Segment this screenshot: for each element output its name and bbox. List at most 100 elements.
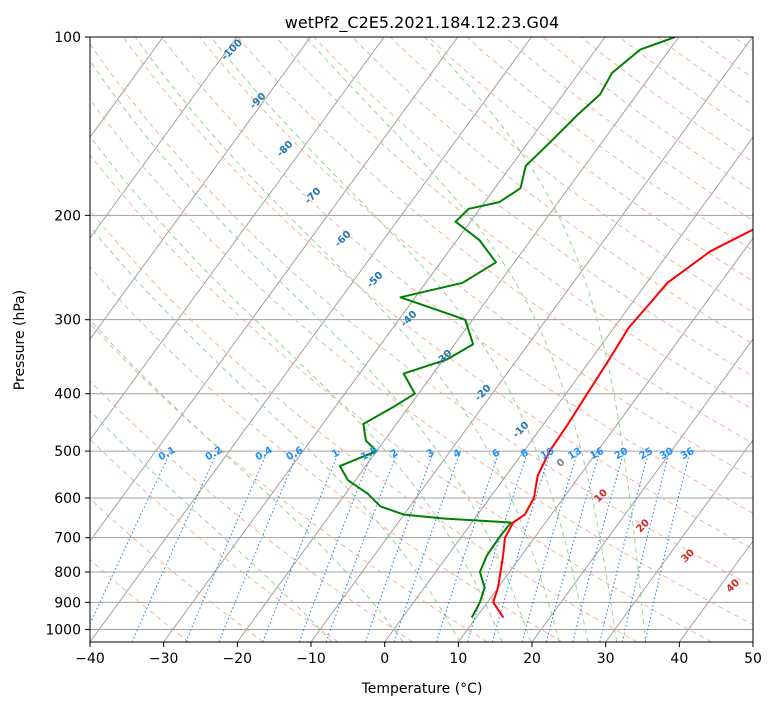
moist-adiabat-line xyxy=(305,37,618,642)
isotherm-line xyxy=(90,37,385,441)
background-lines xyxy=(90,37,753,642)
x-tick-label: 50 xyxy=(744,651,762,667)
x-tick-label: −10 xyxy=(296,651,326,667)
mixing-ratio-label: 20 xyxy=(613,446,631,463)
y-tick-label: 600 xyxy=(54,491,81,507)
x-tick-label: 10 xyxy=(449,651,467,667)
mixing-ratio-line xyxy=(218,450,299,642)
dry-adiabat-label: -40 xyxy=(399,309,420,330)
dry-adiabat-line xyxy=(90,498,264,642)
dry-adiabat-line xyxy=(90,322,488,642)
axes: −40 −30 −20 −10 0 10 20 30 40 5010020030040050060… xyxy=(45,30,762,667)
mixing-ratio-line xyxy=(90,450,172,626)
mixing-ratio-line xyxy=(491,450,551,642)
mixing-ratio-label: 10 xyxy=(539,446,557,463)
dry-adiabat-label: -90 xyxy=(248,91,269,112)
x-tick-label: 0 xyxy=(380,651,389,667)
y-tick-label: 900 xyxy=(54,595,81,611)
mixing-ratio-line xyxy=(467,450,529,642)
dry-adiabat-label: 40 xyxy=(724,577,742,595)
dry-adiabat-label: -80 xyxy=(275,139,296,160)
mixing-ratio-line xyxy=(621,450,670,642)
mixing-ratio-line xyxy=(435,450,500,642)
dry-adiabat-line xyxy=(90,209,638,642)
dry-adiabat-label: -20 xyxy=(473,383,494,404)
dry-adiabat-line xyxy=(390,37,753,313)
dry-adiabat-line xyxy=(90,558,190,642)
dry-adiabat-line xyxy=(237,37,753,444)
isotherm-line xyxy=(531,338,753,642)
isotherm-line xyxy=(163,37,606,642)
moist-adiabat-line xyxy=(134,37,560,642)
profile-lines xyxy=(338,37,753,619)
moist-adiabat-line xyxy=(90,319,404,642)
dry-adiabat-line xyxy=(161,37,753,514)
y-tick-label: 500 xyxy=(54,444,81,460)
dry-adiabat-line xyxy=(90,98,753,626)
isotherm-line xyxy=(90,37,459,542)
dry-adiabat-label: 20 xyxy=(634,517,652,535)
dry-adiabat-line xyxy=(90,154,712,642)
isotherm-line xyxy=(384,136,753,642)
mixing-ratio-line xyxy=(521,450,579,642)
dewpoint-line xyxy=(338,37,676,619)
x-tick-label: 20 xyxy=(523,651,541,667)
line-labels: 0.1 0.2 0.4 0.6 1 1.5 2 3 4 6 8 10 13 16 20 25 30 36-100-… xyxy=(157,37,742,595)
y-axis-label: Pressure (hPa) xyxy=(12,290,28,390)
moist-adiabat-line xyxy=(210,37,589,642)
mixing-ratio-line xyxy=(364,450,435,642)
dry-adiabat-line xyxy=(733,37,753,52)
moist-adiabat-line xyxy=(90,60,532,642)
dry-adiabat-line xyxy=(657,37,753,106)
plot-frame xyxy=(89,36,754,643)
y-tick-label: 300 xyxy=(54,313,81,329)
y-tick-label: 100 xyxy=(54,30,81,46)
mixing-ratio-line xyxy=(325,450,399,642)
mixing-ratio-line xyxy=(298,450,374,642)
isotherm-line xyxy=(90,37,238,240)
mixing-ratio-label: 13 xyxy=(566,446,584,463)
mixing-ratio-line xyxy=(393,450,461,642)
y-tick-label: 400 xyxy=(54,387,81,403)
isotherm-line xyxy=(678,540,753,642)
mixing-ratio-label: 2 xyxy=(389,448,401,461)
dry-adiabat-line xyxy=(695,37,753,79)
mixing-ratio-label: 8 xyxy=(519,448,531,461)
x-axis-label: Temperature (°C) xyxy=(361,681,483,697)
mixing-ratio-label: 36 xyxy=(679,446,697,463)
mixing-ratio-line xyxy=(262,450,340,642)
y-tick-label: 1000 xyxy=(45,622,81,638)
dry-adiabat-label: -30 xyxy=(434,348,455,369)
dry-adiabat-label: 10 xyxy=(592,487,610,505)
dry-adiabat-line xyxy=(504,37,753,222)
y-tick-label: 700 xyxy=(54,531,81,547)
mixing-ratio-line xyxy=(572,450,625,642)
y-tick-label: 800 xyxy=(54,565,81,581)
temperature-line xyxy=(492,228,753,619)
x-tick-label: 30 xyxy=(597,651,615,667)
mixing-ratio-label: 3 xyxy=(425,448,437,461)
isotherm-line xyxy=(457,237,753,642)
dry-adiabat-line xyxy=(90,380,414,642)
dry-adiabat-label: 30 xyxy=(679,547,697,565)
isotherm-line xyxy=(90,37,532,642)
moist-adiabat-line xyxy=(90,135,503,642)
mixing-ratio-label: 25 xyxy=(637,446,655,463)
dry-adiabat-label: 0 xyxy=(555,457,568,470)
dry-adiabat-label: -70 xyxy=(303,186,324,207)
mixing-ratio-line xyxy=(131,450,219,642)
x-tick-label: −20 xyxy=(223,651,253,667)
dry-adiabat-line xyxy=(199,37,753,479)
chart-title: wetPf2_C2E5.2021.184.12.23.G04 xyxy=(285,13,559,33)
moist-adiabat-line xyxy=(424,37,647,642)
dry-adiabat-label: -10 xyxy=(511,420,532,441)
mixing-ratio-label: 4 xyxy=(452,448,464,461)
isotherm-line xyxy=(90,37,311,340)
dry-adiabat-line xyxy=(313,37,753,377)
x-tick-label: −40 xyxy=(75,651,105,667)
mixing-ratio-label: 0.4 xyxy=(254,445,275,463)
mixing-ratio-label: 0.6 xyxy=(285,445,306,463)
dry-adiabat-line xyxy=(618,37,753,135)
y-tick-label: 200 xyxy=(54,208,81,224)
